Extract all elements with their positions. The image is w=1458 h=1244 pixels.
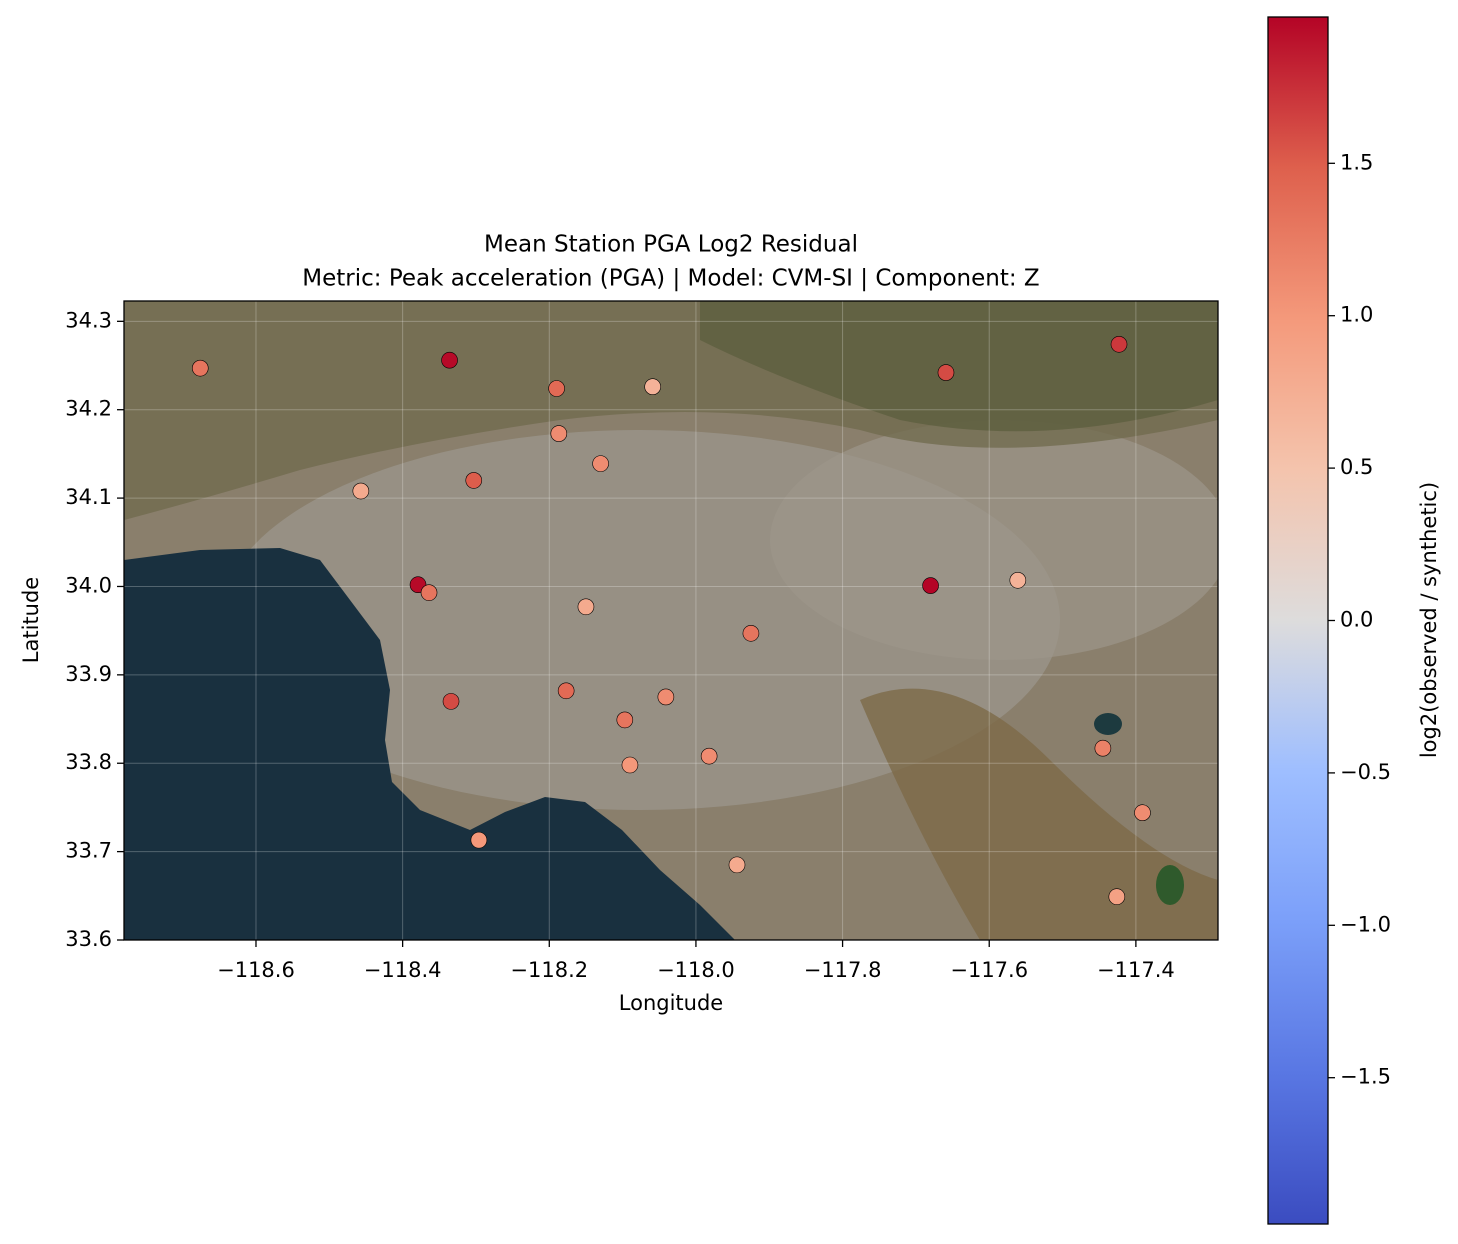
x-tick-label: −118.6: [217, 958, 295, 982]
x-tick-label: −118.0: [657, 958, 735, 982]
station-point: [420, 584, 438, 601]
station-point: [441, 351, 458, 369]
x-axis-label: Longitude: [619, 991, 723, 1015]
colorbar: [1267, 16, 1329, 1225]
y-axis-label: Latitude: [19, 577, 43, 663]
station-point: [644, 378, 661, 396]
station-point: [1094, 739, 1112, 757]
colorbar-tick-label: −1.0: [1340, 912, 1391, 936]
y-tick-label: 34.2: [65, 397, 112, 421]
colorbar-tick-label: 1.0: [1340, 303, 1373, 327]
points: [191, 336, 1151, 905]
station-point: [465, 472, 483, 489]
y-tick-label: 34.3: [65, 308, 112, 332]
station-point: [700, 747, 718, 765]
colorbar-tick-label: −1.5: [1340, 1065, 1391, 1089]
y-tick-label: 33.8: [65, 750, 112, 774]
colorbar-tick-label: 1.5: [1340, 150, 1373, 174]
x-tick-label: −117.6: [950, 958, 1028, 982]
plot-frame: [123, 300, 1219, 941]
colorbar-tick-label: 0.5: [1340, 455, 1373, 479]
chart-title: Mean Station PGA Log2 Residual: [484, 232, 858, 258]
station-point: [470, 831, 488, 849]
station-point: [937, 364, 955, 381]
x-tick-label: −117.8: [804, 958, 882, 982]
station-point: [1134, 804, 1151, 822]
station-point: [1108, 888, 1126, 905]
y-tick-label: 33.7: [65, 839, 112, 863]
station-point: [557, 682, 575, 700]
x-tick-label: −118.4: [364, 958, 442, 982]
station-point: [592, 455, 609, 472]
station-point: [352, 482, 370, 500]
y-tick-label: 34.0: [65, 573, 112, 597]
station-point: [442, 693, 460, 710]
station-point: [922, 577, 939, 594]
basemap: [124, 301, 1218, 940]
x-tick-label: −118.2: [510, 958, 588, 982]
station-point: [621, 756, 639, 774]
station-point: [1009, 571, 1027, 589]
colorbar-tick-label: 0.0: [1340, 608, 1373, 632]
station-point: [657, 688, 675, 706]
station-point: [191, 359, 209, 377]
y-tick-label: 34.1: [65, 485, 112, 509]
station-point: [550, 425, 568, 442]
station-point: [1110, 336, 1128, 353]
colorbar-label: log2(observed / synthetic): [1417, 482, 1441, 758]
y-tick-label: 33.9: [65, 662, 112, 686]
x-tick-label: −117.4: [1097, 958, 1175, 982]
station-point: [616, 711, 634, 729]
chart-subtitle: Metric: Peak acceleration (PGA) | Model:…: [302, 266, 1039, 292]
station-point: [728, 856, 746, 874]
y-tick-label: 33.6: [65, 927, 112, 951]
station-point: [742, 625, 760, 642]
station-point: [577, 598, 595, 616]
colorbar-tick-label: −0.5: [1340, 760, 1391, 784]
station-point: [548, 380, 565, 397]
